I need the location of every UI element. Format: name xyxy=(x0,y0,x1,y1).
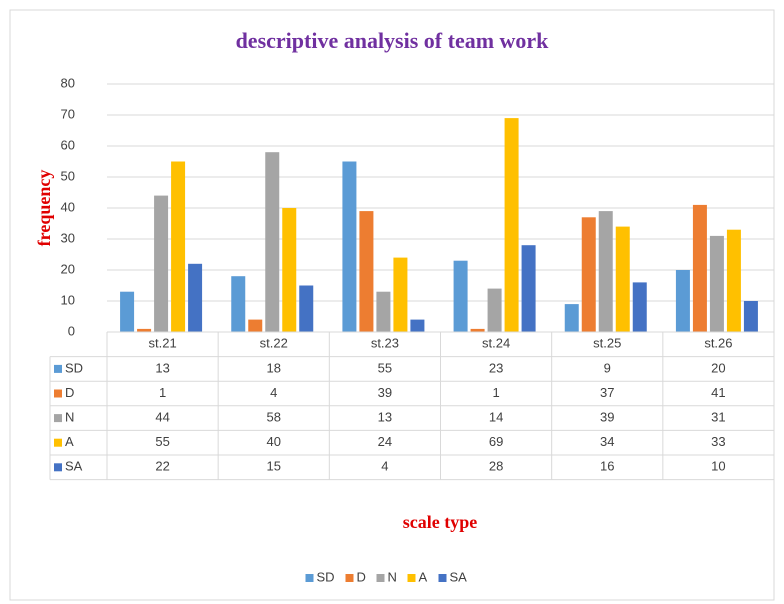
bar xyxy=(410,319,425,332)
y-tick-label: 70 xyxy=(61,106,75,121)
table-cell: 55 xyxy=(155,434,169,449)
bar xyxy=(598,211,613,332)
table-cell: 24 xyxy=(378,434,392,449)
y-tick-label: 80 xyxy=(61,75,75,90)
table-row-label: D xyxy=(65,385,74,400)
bar xyxy=(615,226,630,332)
table-cell: 41 xyxy=(711,385,725,400)
table-cell: 13 xyxy=(378,410,392,425)
x-tick-label: st.25 xyxy=(593,336,621,351)
legend-key xyxy=(345,574,354,582)
x-tick-label: st.23 xyxy=(371,336,399,351)
y-tick-label: 10 xyxy=(61,292,75,307)
y-tick-label: 50 xyxy=(61,168,75,183)
bar xyxy=(692,204,707,332)
bar xyxy=(359,211,374,332)
table-cell: 39 xyxy=(600,410,614,425)
table-cell: 37 xyxy=(600,385,614,400)
table-legend-key xyxy=(54,438,62,447)
bar xyxy=(632,282,647,332)
legend-label: SA xyxy=(450,569,468,584)
y-tick-label: 0 xyxy=(68,323,75,338)
table-cell: 40 xyxy=(267,434,281,449)
x-tick-label: st.21 xyxy=(148,336,176,351)
bar xyxy=(521,245,536,332)
y-axis-label: frequency xyxy=(34,170,54,247)
bar xyxy=(453,260,468,332)
table-cell: 39 xyxy=(378,385,392,400)
table-cell: 18 xyxy=(267,360,281,375)
table-cell: 55 xyxy=(378,360,392,375)
table-row-label: A xyxy=(65,434,74,449)
bar xyxy=(154,195,169,332)
table-cell: 44 xyxy=(155,410,169,425)
bar xyxy=(487,288,502,332)
legend-key xyxy=(438,574,447,582)
table-cell: 15 xyxy=(267,459,281,474)
bar xyxy=(376,291,391,332)
table-cell: 9 xyxy=(604,360,611,375)
table-legend-key xyxy=(54,463,62,472)
table-row-label: N xyxy=(65,410,74,425)
bar xyxy=(188,263,203,332)
table-cell: 14 xyxy=(489,410,503,425)
y-tick-label: 60 xyxy=(61,137,75,152)
bar xyxy=(231,276,246,332)
bar xyxy=(726,229,741,332)
bar xyxy=(299,285,314,332)
legend-label: A xyxy=(419,569,428,584)
bar xyxy=(504,118,519,332)
legend-label: N xyxy=(388,569,397,584)
legend-label: D xyxy=(357,569,366,584)
y-tick-label: 30 xyxy=(61,230,75,245)
bar xyxy=(675,270,690,332)
bar xyxy=(743,301,758,332)
legend-label: SD xyxy=(317,569,335,584)
table-cell: 4 xyxy=(381,459,388,474)
legend-key xyxy=(407,574,416,582)
table-row-label: SD xyxy=(65,360,83,375)
table-cell: 1 xyxy=(159,385,166,400)
bar xyxy=(581,217,596,332)
table-cell: 16 xyxy=(600,459,614,474)
table-cell: 22 xyxy=(155,459,169,474)
table-cell: 34 xyxy=(600,434,614,449)
bar xyxy=(564,304,579,332)
bar xyxy=(248,319,263,332)
bar xyxy=(470,328,485,332)
table-cell: 69 xyxy=(489,434,503,449)
table-cell: 1 xyxy=(492,385,499,400)
bar xyxy=(709,235,724,332)
table-cell: 13 xyxy=(155,360,169,375)
table-cell: 4 xyxy=(270,385,277,400)
chart-title: descriptive analysis of team work xyxy=(236,28,550,53)
bar xyxy=(171,161,186,332)
table-cell: 20 xyxy=(711,360,725,375)
x-tick-label: st.24 xyxy=(482,336,510,351)
bar xyxy=(342,161,357,332)
legend-key xyxy=(376,574,385,582)
table-row-label: SA xyxy=(65,459,83,474)
table-cell: 10 xyxy=(711,459,725,474)
y-tick-label: 20 xyxy=(61,261,75,276)
table-legend-key xyxy=(54,389,62,398)
table-cell: 23 xyxy=(489,360,503,375)
x-axis-label: scale type xyxy=(403,512,477,532)
x-tick-label: st.26 xyxy=(704,336,732,351)
x-tick-label: st.22 xyxy=(260,336,288,351)
table-cell: 33 xyxy=(711,434,725,449)
bar xyxy=(282,208,297,332)
bar xyxy=(265,152,280,332)
bar xyxy=(393,257,408,332)
bar xyxy=(120,291,135,332)
table-legend-key xyxy=(54,364,62,373)
legend-key xyxy=(305,574,314,582)
y-tick-label: 40 xyxy=(61,199,75,214)
table-cell: 31 xyxy=(711,410,725,425)
table-cell: 58 xyxy=(267,410,281,425)
table-cell: 28 xyxy=(489,459,503,474)
table-legend-key xyxy=(54,414,62,423)
bar xyxy=(137,328,152,332)
